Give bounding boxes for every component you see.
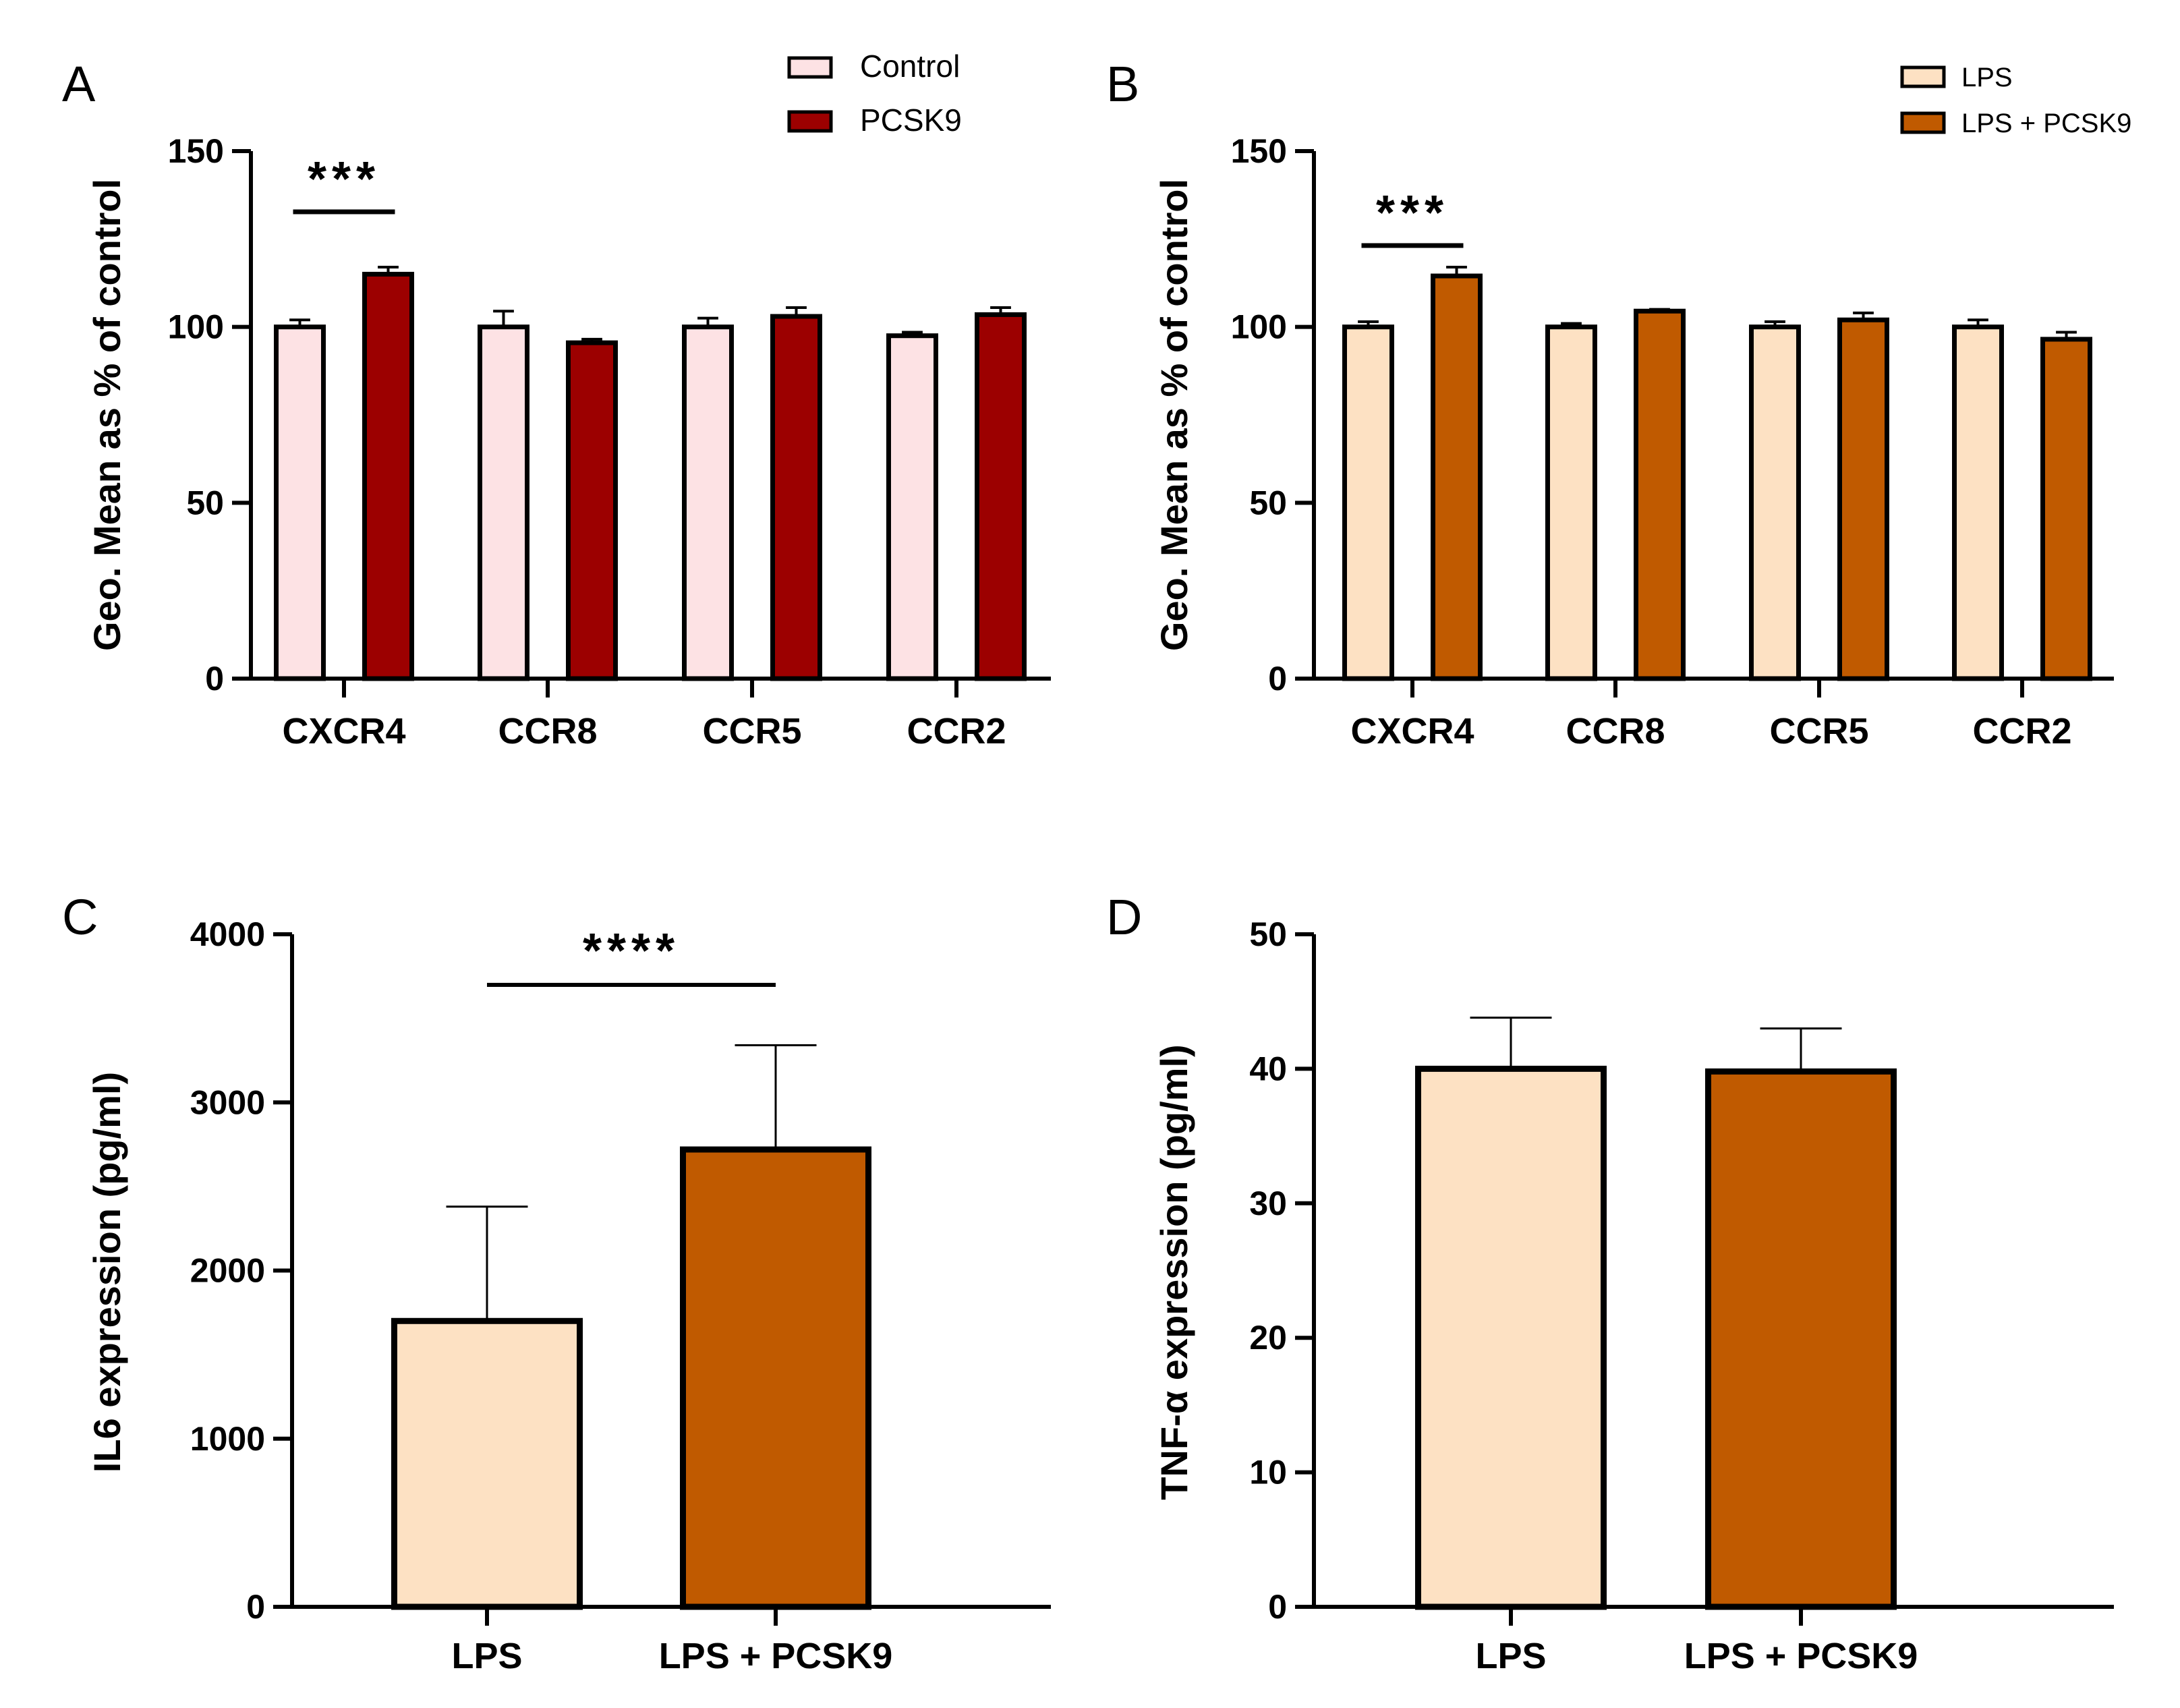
bar [1705,1068,1897,1610]
y-tick-label: 50 [186,484,224,521]
y-tick-label: 50 [1249,484,1287,521]
x-tick-label: CCR5 [1769,711,1868,751]
y-tick-label: 0 [1268,660,1287,698]
bar [1342,324,1394,681]
panel-letter: A [62,56,96,112]
y-tick-label: 40 [1249,1050,1287,1087]
y-tick-label: 1000 [190,1420,265,1458]
panel-letter: C [62,889,98,945]
bar [391,1317,583,1610]
x-tick-label: LPS + PCSK9 [659,1636,893,1676]
y-tick-label: 30 [1249,1185,1287,1222]
legend-label: PCSK9 [860,103,962,138]
panel-d: D 0 10 20 30 40 50 TNF-α expression (pg/ml) LPS L… [1106,889,2114,1676]
y-tick-label: 10 [1249,1454,1287,1491]
x-tick-label: CCR2 [907,711,1006,751]
y-tick-label: 150 [168,132,224,170]
y-axis-label: Geo. Mean as % of control [86,179,128,651]
y-tick-label: 150 [1231,132,1287,170]
legend-label: LPS + PCSK9 [1961,109,2131,138]
x-tick-label: CCR5 [702,711,801,751]
bar [886,333,938,681]
x-tick-label: LPS + PCSK9 [1684,1636,1918,1676]
bar [478,324,529,681]
significance-label: *** [308,152,380,206]
x-tick-label: CXCR4 [1350,711,1474,751]
y-axis-label: IL6 expression (pg/ml) [86,1072,128,1473]
y-tick-label: 50 [1249,915,1287,953]
panel-c: C 0 1000 2000 3000 4000 IL6 expression (pg/ml)… [62,889,1051,1676]
x-tick-label: LPS [1475,1636,1546,1676]
legend-swatch [1900,65,1946,88]
x-tick-label: CCR8 [498,711,597,751]
y-tick-label: 3000 [190,1083,265,1121]
x-tick-label: CCR2 [1972,711,2071,751]
bar [2040,337,2092,681]
bar [1749,324,1801,681]
bar [680,1146,871,1610]
y-tick-label: 0 [246,1588,265,1626]
legend-label: LPS [1961,63,2013,92]
x-tick-label: CXCR4 [282,711,405,751]
x-tick-label: CCR8 [1566,711,1665,751]
bar [770,314,822,681]
significance-label: **** [583,924,680,978]
y-tick-label: 100 [1231,308,1287,346]
panel-b: B 0 50 100 150 Geo. Mean as % of control CXCR4… [1106,56,2131,751]
bar [1431,273,1483,681]
bar [362,271,414,681]
panel-letter: B [1106,56,1139,112]
y-tick-label: 100 [168,308,224,346]
y-axis-label: Geo. Mean as % of control [1153,179,1195,651]
bar [566,340,618,681]
legend-label: Control [860,49,960,84]
bar [274,324,326,681]
y-tick-label: 4000 [190,915,265,953]
bar [975,312,1027,681]
significance-label: *** [1376,186,1449,240]
legend-swatch [787,110,833,133]
y-tick-label: 2000 [190,1252,265,1290]
panel-letter: D [1106,889,1142,945]
legend-swatch [1900,111,1946,134]
y-tick-label: 0 [205,660,224,698]
panel-a: A 0 50 100 150 Geo. Mean as % of control CXCR4… [62,49,1051,751]
bar [1952,324,2004,681]
bar [1634,308,1686,681]
x-tick-label: LPS [451,1636,522,1676]
y-tick-label: 20 [1249,1319,1287,1357]
bar [1415,1065,1607,1610]
bar [1545,324,1597,681]
y-tick-label: 0 [1268,1588,1287,1626]
bar [1837,317,1889,681]
y-axis-label: TNF-α expression (pg/ml) [1153,1044,1195,1500]
bar [682,324,734,681]
legend-swatch [787,56,833,79]
